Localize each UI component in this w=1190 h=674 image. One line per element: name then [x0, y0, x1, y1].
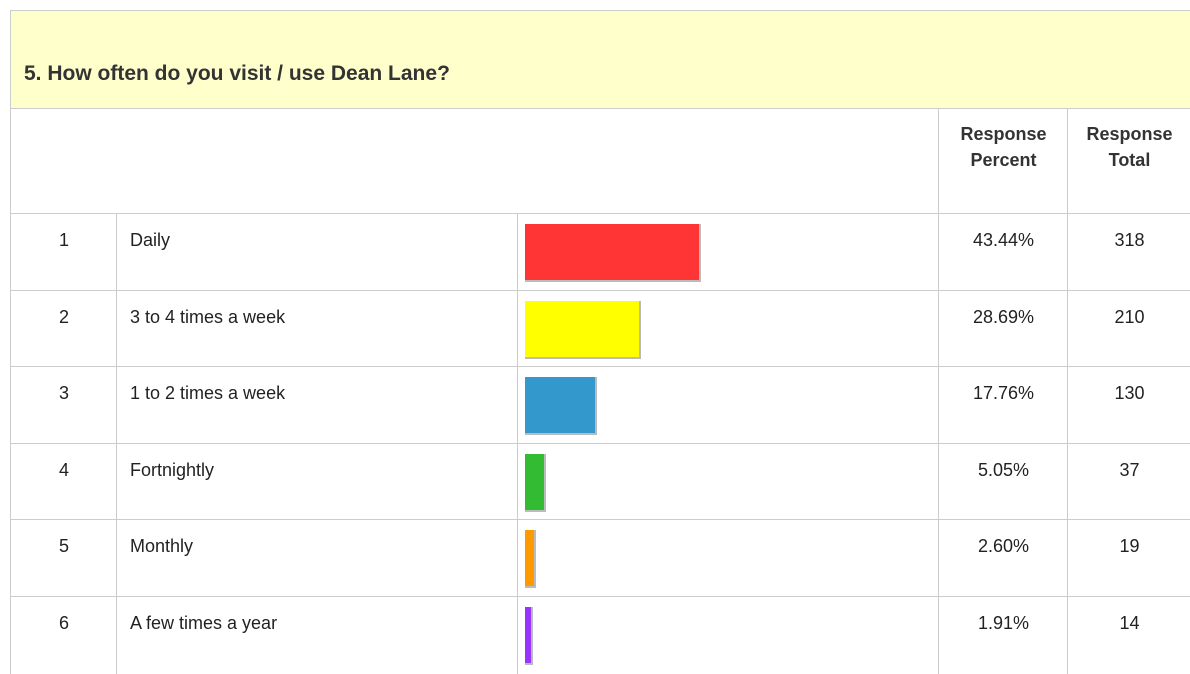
response-total: 210 — [1067, 289, 1190, 368]
response-percent: 5.05% — [938, 442, 1068, 521]
response-percent: 28.69% — [938, 289, 1068, 368]
response-percent: 1.91% — [938, 596, 1068, 674]
answer-label: Daily — [116, 213, 518, 291]
row-number: 3 — [10, 366, 117, 444]
answer-label: 1 to 2 times a week — [116, 366, 518, 444]
row-number: 6 — [10, 596, 117, 674]
response-total: 19 — [1067, 519, 1190, 597]
answer-label: Monthly — [116, 519, 518, 597]
row-number: 5 — [10, 519, 117, 597]
bar-cell — [517, 366, 939, 444]
response-percent: 17.76% — [938, 366, 1068, 444]
header-blank — [10, 108, 939, 213]
bar-cell — [517, 596, 939, 674]
response-total: 14 — [1067, 596, 1190, 674]
title-band — [10, 10, 1190, 108]
bar-cell — [517, 289, 939, 368]
response-percent: 2.60% — [938, 519, 1068, 597]
row-number: 4 — [10, 442, 117, 521]
bar-cell — [517, 442, 939, 521]
answer-label: Fortnightly — [116, 442, 518, 521]
percent-bar — [525, 607, 533, 665]
answer-label: 3 to 4 times a week — [116, 289, 518, 368]
response-total: 130 — [1067, 366, 1190, 444]
response-total: 318 — [1067, 213, 1190, 291]
percent-bar — [525, 530, 536, 589]
answer-label: A few times a year — [116, 596, 518, 674]
percent-bar — [525, 224, 702, 282]
column-header: Response Percent — [938, 108, 1068, 213]
row-number: 2 — [10, 289, 117, 368]
response-total: 37 — [1067, 442, 1190, 521]
percent-bar — [525, 377, 598, 436]
column-header: Response Total — [1067, 108, 1190, 213]
question-title: 5. How often do you visit / use Dean Lan… — [24, 62, 450, 85]
percent-bar — [525, 300, 642, 359]
bar-cell — [517, 213, 939, 291]
percent-bar — [525, 453, 546, 512]
bar-cell — [517, 519, 939, 597]
row-number: 1 — [10, 213, 117, 291]
response-percent: 43.44% — [938, 213, 1068, 291]
